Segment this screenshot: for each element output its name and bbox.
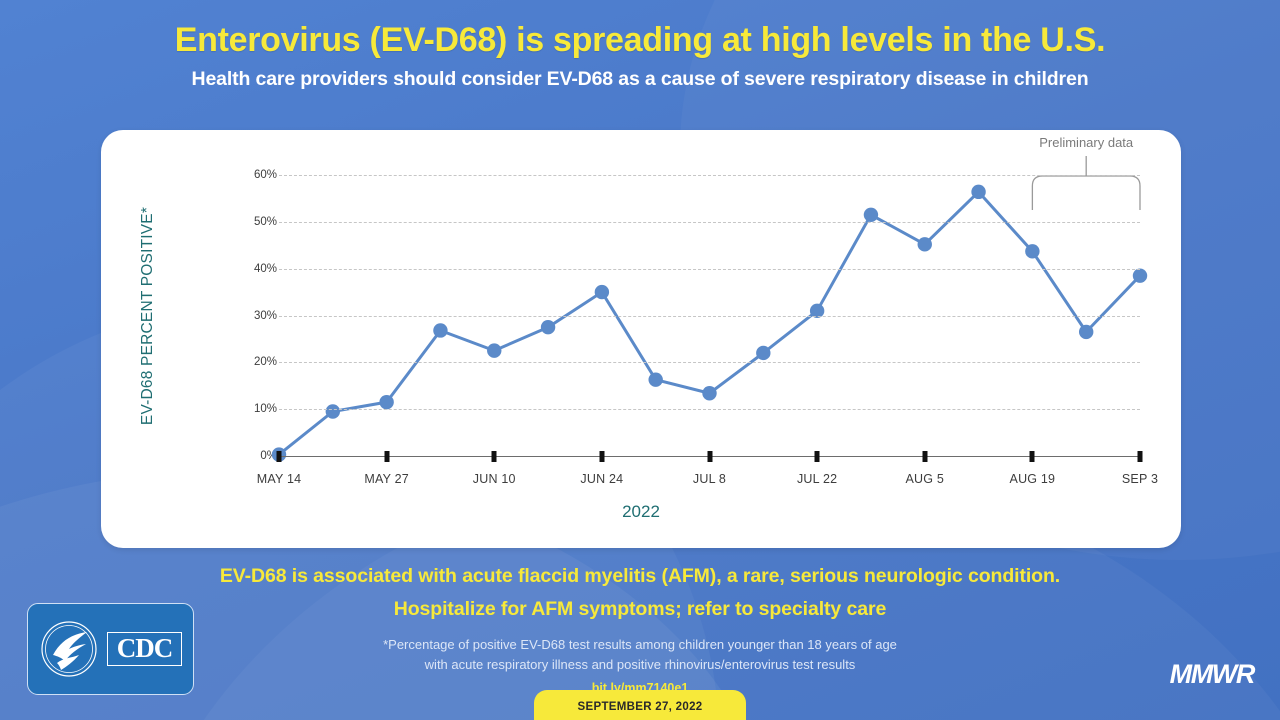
x-axis-tick-mark — [1029, 451, 1035, 462]
y-axis-title: EV-D68 PERCENT POSITIVE* — [139, 206, 156, 426]
footnote: *Percentage of positive EV-D68 test resu… — [0, 635, 1280, 673]
y-axis-tick-label: 30% — [253, 309, 277, 322]
preliminary-data-label: Preliminary data — [1039, 135, 1134, 150]
footer-line-2: Hospitalize for AFM symptoms; refer to s… — [393, 598, 887, 621]
x-axis-tick-label: AUG 19 — [1009, 472, 1056, 486]
x-axis-tick-label: JUN 24 — [580, 472, 624, 486]
footer: EV-D68 is associated with acute flaccid … — [0, 560, 1280, 695]
gridline — [279, 362, 1140, 364]
gridline — [279, 221, 1140, 223]
chart-card: EV-D68 PERCENT POSITIVE* 0% 10% 20% 30% 40% 5… — [101, 130, 1181, 548]
date-banner: SEPTEMBER 27, 2022 — [534, 690, 746, 720]
data-point[interactable] — [540, 320, 556, 335]
x-axis-tick-mark — [922, 451, 928, 462]
y-axis-tick-label: 20% — [253, 356, 277, 369]
x-axis-tick-label: SEP 3 — [1121, 472, 1159, 486]
x-axis-tick-label: JUL 22 — [796, 472, 838, 486]
data-point[interactable] — [971, 184, 986, 200]
x-axis-tick-label: JUL 8 — [692, 472, 727, 486]
x-axis-tick-mark — [707, 451, 712, 462]
data-point[interactable] — [756, 345, 771, 361]
data-point[interactable] — [1025, 244, 1040, 259]
page-title: Enterovirus (EV-D68) is spreading at hig… — [174, 21, 1106, 59]
x-axis-tick-mark — [814, 451, 820, 462]
page-subtitle: Health care providers should consider EV… — [191, 67, 1089, 90]
x-axis-title: 2022 — [622, 502, 660, 521]
x-axis-tick-label: JUN 10 — [472, 472, 516, 486]
data-point[interactable] — [487, 343, 502, 358]
y-axis-tick-label: 50% — [253, 215, 277, 228]
series-path — [277, 190, 1142, 457]
data-point[interactable] — [433, 323, 448, 338]
gridline — [279, 268, 1140, 270]
data-point[interactable] — [809, 303, 825, 319]
y-axis-tick-label: 40% — [253, 262, 277, 275]
gridline — [279, 175, 1140, 176]
data-point[interactable] — [1078, 324, 1094, 340]
x-axis-tick-mark — [491, 451, 497, 462]
data-point[interactable] — [648, 372, 663, 387]
data-point[interactable] — [863, 207, 879, 223]
cdc-wordmark: CDC — [106, 632, 183, 666]
x-axis-tick-label: MAY 27 — [364, 472, 409, 486]
y-axis-ticks: 0% 10% 20% 30% 40% 50% 60% — [161, 130, 277, 548]
x-axis-tick-label: AUG 5 — [905, 472, 945, 486]
x-axis-tick-mark — [599, 451, 605, 462]
data-point[interactable] — [917, 237, 932, 252]
chart-plot-area: EV-D68 PERCENT POSITIVE* 0% 10% 20% 30% 40% 5… — [101, 130, 1181, 548]
data-point[interactable] — [325, 404, 341, 419]
y-axis-tick-label: 60% — [253, 169, 277, 181]
data-point[interactable] — [594, 284, 610, 300]
x-axis-tick-mark — [1137, 451, 1143, 462]
footer-line-1: EV-D68 is associated with acute flaccid … — [219, 565, 1061, 587]
y-axis-tick-label: 10% — [253, 403, 277, 416]
x-axis-tick-label: MAY 14 — [256, 472, 302, 486]
hhs-seal-icon — [41, 621, 97, 677]
data-point[interactable] — [1132, 268, 1148, 283]
footnote-line-2: with acute respiratory illness and posit… — [424, 656, 856, 672]
footnote-line-1: *Percentage of positive EV-D68 test resu… — [383, 637, 897, 653]
preliminary-data-bracket — [1031, 175, 1141, 210]
header: Enterovirus (EV-D68) is spreading at hig… — [0, 22, 1280, 91]
gridline — [279, 409, 1140, 411]
gridline — [279, 315, 1140, 317]
mmwr-logo: MMWR — [1169, 659, 1256, 689]
cdc-logo: CDC — [27, 603, 194, 695]
data-point[interactable] — [702, 386, 717, 401]
data-point[interactable] — [379, 394, 394, 410]
x-axis-tick-mark — [276, 451, 282, 462]
series-line — [271, 156, 1148, 462]
x-axis-tick-mark — [384, 451, 390, 462]
chart-grid: MAY 14 MAY 27 JUN 10 JUN 24 JUL 8 JUL 22 AUG 5… — [257, 130, 1158, 548]
y-axis-tick-label: 0% — [260, 450, 277, 462]
